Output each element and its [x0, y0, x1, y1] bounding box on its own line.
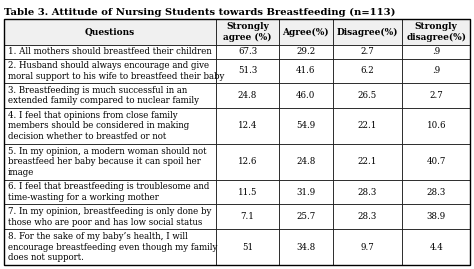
Bar — [402, 83, 470, 108]
Text: Table 3. Attitude of Nursing Students towards Breastfeeding (n=113): Table 3. Attitude of Nursing Students to… — [4, 8, 395, 17]
Text: 51.3: 51.3 — [238, 66, 257, 75]
Text: 24.8: 24.8 — [238, 91, 257, 100]
Text: 4. I feel that opinions from close family
members should be considered in making: 4. I feel that opinions from close famil… — [8, 111, 189, 141]
Text: 29.2: 29.2 — [296, 47, 315, 56]
Text: 2.7: 2.7 — [361, 47, 374, 56]
Bar — [333, 45, 402, 59]
Bar — [216, 180, 279, 204]
Text: 11.5: 11.5 — [238, 187, 257, 197]
Bar — [333, 180, 402, 204]
Bar — [402, 108, 470, 144]
Bar — [4, 108, 216, 144]
Bar — [402, 180, 470, 204]
Bar — [279, 19, 333, 45]
Text: 28.3: 28.3 — [427, 187, 446, 197]
Text: 38.9: 38.9 — [427, 212, 446, 221]
Bar — [4, 45, 216, 59]
Text: Strongly
agree (%): Strongly agree (%) — [223, 22, 272, 42]
Bar — [216, 204, 279, 229]
Text: 41.6: 41.6 — [296, 66, 315, 75]
Text: 24.8: 24.8 — [296, 157, 315, 166]
Text: 22.1: 22.1 — [358, 157, 377, 166]
Text: 4.4: 4.4 — [429, 243, 443, 252]
Text: 51: 51 — [242, 243, 253, 252]
Bar — [216, 19, 279, 45]
Bar — [4, 204, 216, 229]
Bar — [279, 229, 333, 265]
Bar — [279, 59, 333, 83]
Bar — [4, 144, 216, 180]
Bar — [216, 59, 279, 83]
Text: 3. Breastfeeding is much successful in an
extended family compared to nuclear fa: 3. Breastfeeding is much successful in a… — [8, 86, 199, 105]
Bar — [402, 229, 470, 265]
Bar — [333, 204, 402, 229]
Bar — [216, 83, 279, 108]
Text: 12.4: 12.4 — [238, 122, 257, 130]
Text: 28.3: 28.3 — [358, 212, 377, 221]
Text: 10.6: 10.6 — [427, 122, 446, 130]
Bar — [4, 19, 216, 45]
Bar — [402, 204, 470, 229]
Text: 34.8: 34.8 — [296, 243, 315, 252]
Text: 67.3: 67.3 — [238, 47, 257, 56]
Bar — [279, 144, 333, 180]
Bar — [279, 45, 333, 59]
Text: 25.7: 25.7 — [296, 212, 315, 221]
Text: Agree(%): Agree(%) — [283, 27, 329, 37]
Text: 2.7: 2.7 — [429, 91, 443, 100]
Text: 5. In my opinion, a modern woman should not
breastfeed her baby because it can s: 5. In my opinion, a modern woman should … — [8, 147, 207, 177]
Text: 8. For the sake of my baby’s health, I will
encourage breastfeeding even though : 8. For the sake of my baby’s health, I w… — [8, 232, 218, 262]
Text: 12.6: 12.6 — [238, 157, 257, 166]
Text: Strongly
disagree(%): Strongly disagree(%) — [406, 22, 466, 42]
Bar — [333, 59, 402, 83]
Text: 2. Husband should always encourage and give
moral support to his wife to breastf: 2. Husband should always encourage and g… — [8, 61, 224, 81]
Text: 31.9: 31.9 — [296, 187, 315, 197]
Text: 6.2: 6.2 — [361, 66, 374, 75]
Bar — [279, 204, 333, 229]
Text: 26.5: 26.5 — [358, 91, 377, 100]
Bar — [402, 59, 470, 83]
Bar — [333, 108, 402, 144]
Text: Disagree(%): Disagree(%) — [337, 27, 398, 37]
Bar — [4, 83, 216, 108]
Bar — [216, 144, 279, 180]
Text: 7. In my opinion, breastfeeding is only done by
those who are poor and has low s: 7. In my opinion, breastfeeding is only … — [8, 207, 211, 226]
Text: 22.1: 22.1 — [358, 122, 377, 130]
Bar — [4, 229, 216, 265]
Bar — [216, 108, 279, 144]
Text: .9: .9 — [432, 47, 440, 56]
Text: 28.3: 28.3 — [358, 187, 377, 197]
Text: Questions: Questions — [85, 28, 135, 37]
Text: 7.1: 7.1 — [240, 212, 255, 221]
Text: 6. I feel that breastfeeding is troublesome and
time-wasting for a working mothe: 6. I feel that breastfeeding is troubles… — [8, 182, 210, 202]
Bar — [333, 19, 402, 45]
Text: 40.7: 40.7 — [427, 157, 446, 166]
Text: 9.7: 9.7 — [361, 243, 374, 252]
Bar — [4, 180, 216, 204]
Bar — [402, 45, 470, 59]
Bar — [279, 83, 333, 108]
Bar — [402, 19, 470, 45]
Bar — [279, 180, 333, 204]
Bar — [216, 229, 279, 265]
Bar — [402, 144, 470, 180]
Text: .9: .9 — [432, 66, 440, 75]
Text: 54.9: 54.9 — [296, 122, 315, 130]
Bar — [216, 45, 279, 59]
Text: 46.0: 46.0 — [296, 91, 315, 100]
Bar — [333, 229, 402, 265]
Bar — [279, 108, 333, 144]
Bar — [333, 144, 402, 180]
Bar — [4, 59, 216, 83]
Text: 1. All mothers should breastfeed their children: 1. All mothers should breastfeed their c… — [8, 47, 212, 56]
Bar — [333, 83, 402, 108]
